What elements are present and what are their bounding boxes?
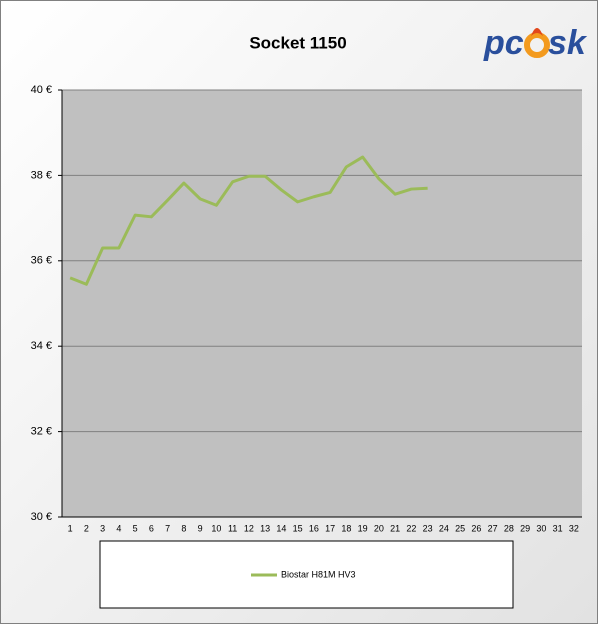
- x-tick-label: 21: [390, 523, 400, 533]
- logo: pc sk: [483, 24, 588, 62]
- x-tick-label: 20: [374, 523, 384, 533]
- y-tick-label: 32 €: [31, 426, 52, 438]
- x-tick-label: 26: [471, 523, 481, 533]
- logo-text: sk: [548, 24, 588, 62]
- legend-label: Biostar H81M HV3: [281, 569, 356, 579]
- x-tick-label: 23: [423, 523, 433, 533]
- legend: [99, 540, 514, 609]
- x-tick-label: 32: [569, 523, 579, 533]
- x-tick-label: 15: [293, 523, 303, 533]
- x-tick-label: 8: [181, 523, 186, 533]
- x-tick-label: 30: [536, 523, 546, 533]
- logo-flame-tip: [531, 28, 543, 36]
- logo-flame: [524, 32, 550, 58]
- x-tick-label: 4: [116, 523, 121, 533]
- x-tick-label: 12: [244, 523, 254, 533]
- chart-title: Socket 1150: [249, 33, 346, 52]
- y-tick-label: 38 €: [31, 169, 52, 181]
- x-tick-label: 29: [520, 523, 530, 533]
- logo-text: pc: [483, 24, 524, 62]
- x-tick-label: 27: [488, 523, 498, 533]
- x-tick-label: 14: [276, 523, 286, 533]
- y-tick-label: 34 €: [31, 340, 52, 352]
- x-tick-label: 13: [260, 523, 270, 533]
- x-tick-label: 22: [406, 523, 416, 533]
- x-tick-label: 1: [68, 523, 73, 533]
- y-tick-label: 40 €: [31, 84, 52, 96]
- x-tick-label: 6: [149, 523, 154, 533]
- x-tick-label: 17: [325, 523, 335, 533]
- x-tick-label: 3: [100, 523, 105, 533]
- series-line: [69, 155, 428, 286]
- y-tick-label: 30 €: [31, 511, 52, 523]
- y-tick-label: 36 €: [31, 255, 52, 267]
- x-tick-label: 28: [504, 523, 514, 533]
- x-tick-label: 18: [341, 523, 351, 533]
- x-tick-label: 5: [133, 523, 138, 533]
- x-tick-label: 7: [165, 523, 170, 533]
- x-tick-label: 2: [84, 523, 89, 533]
- plot-area: [62, 90, 582, 517]
- x-tick-label: 19: [358, 523, 368, 533]
- x-tick-label: 25: [455, 523, 465, 533]
- x-tick-label: 16: [309, 523, 319, 533]
- x-tick-label: 31: [553, 523, 563, 533]
- x-tick-label: 24: [439, 523, 449, 533]
- x-tick-label: 10: [211, 523, 221, 533]
- x-tick-label: 9: [198, 523, 203, 533]
- x-tick-label: 11: [228, 523, 237, 533]
